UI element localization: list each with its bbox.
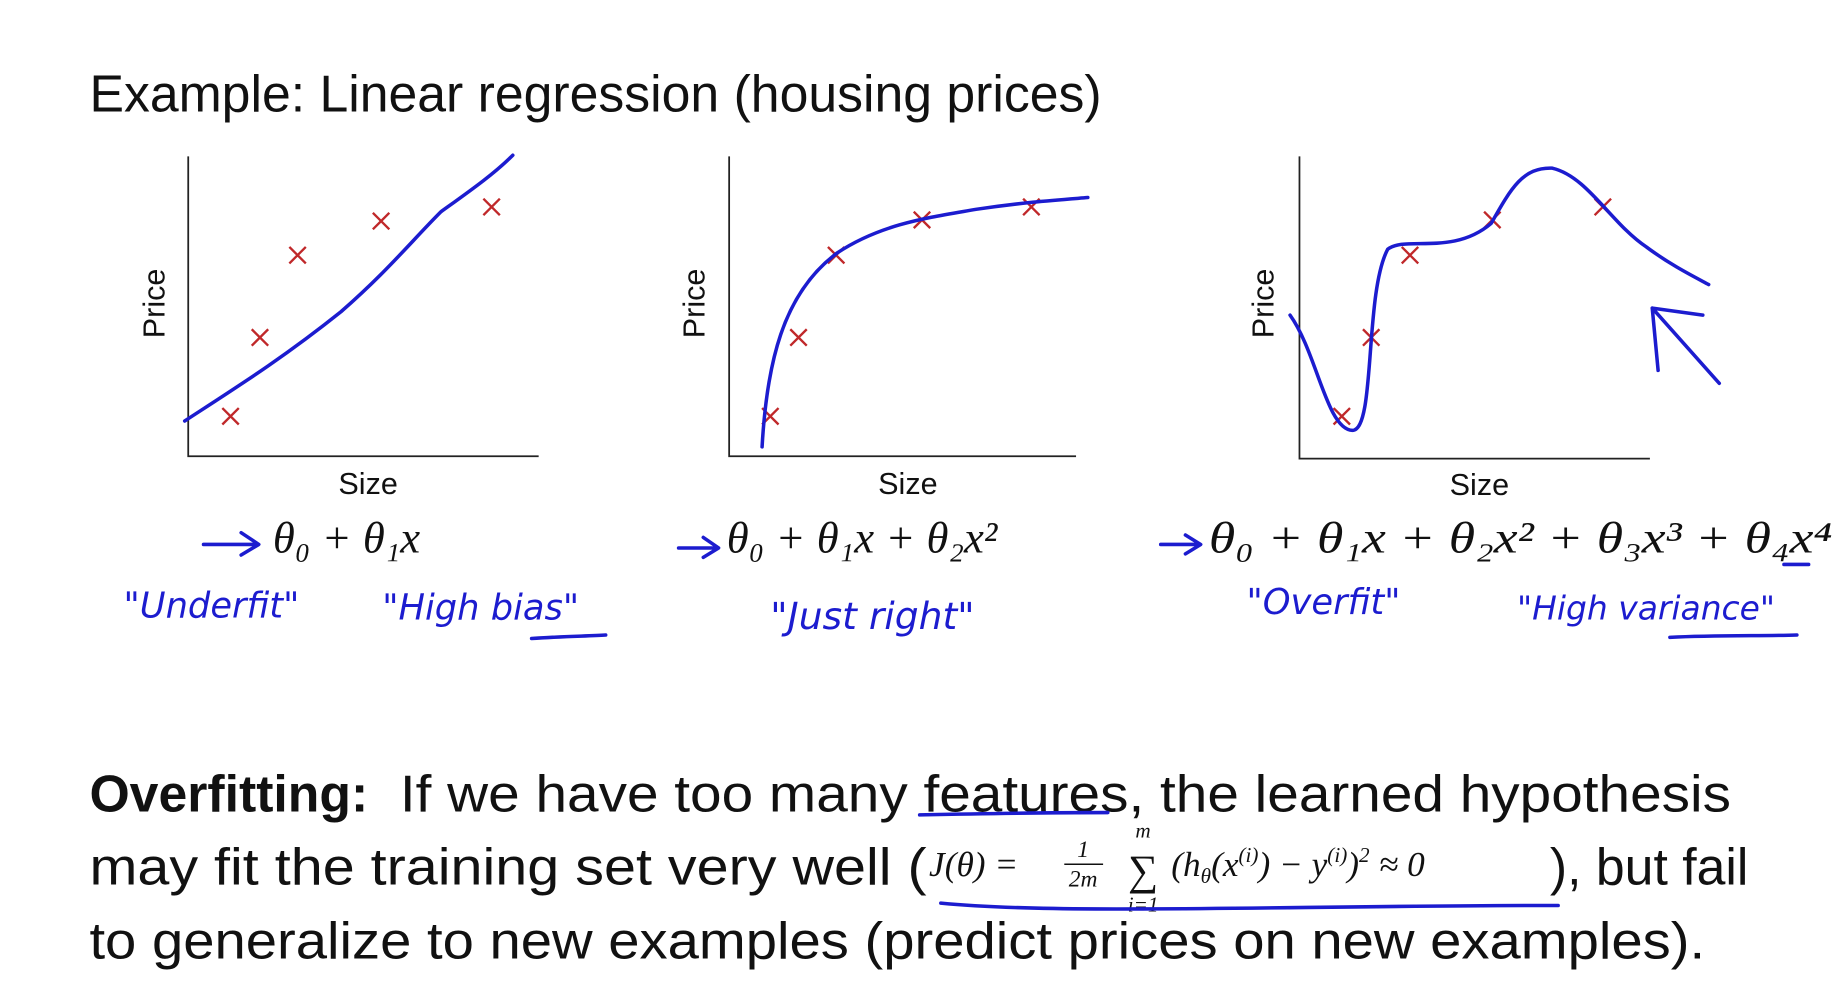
- axes: [187, 156, 539, 458]
- note: "Just right": [770, 594, 974, 638]
- fit-curve: [1288, 166, 1711, 433]
- fit-curve: [182, 153, 515, 423]
- note: "Overfit": [1247, 582, 1401, 623]
- hypothesis: θ₀ + θ₁x + θ₂x² + θ₃x³ + θ₄x⁴: [1209, 513, 1832, 563]
- line: may fit the training set very well (: [89, 837, 926, 895]
- note: "High bias": [382, 588, 579, 629]
- y-label: Price: [1247, 269, 1281, 339]
- x-label: Size: [1450, 468, 1509, 502]
- note: "High variance": [1517, 589, 1775, 628]
- term: Overfitting:: [89, 764, 368, 822]
- data-crosses: [221, 197, 501, 426]
- arrow: [201, 530, 261, 557]
- term: (x: [1211, 845, 1239, 884]
- arrow: [1650, 306, 1722, 386]
- superscript: (i): [1327, 843, 1347, 867]
- x-label: Size: [338, 467, 397, 501]
- panel: Price Size θ₀ + θ₁x + θ₂x² + θ₃x³ + θ₄x⁴…: [1158, 156, 1832, 640]
- sum-upper: m: [1135, 818, 1150, 842]
- underline: [917, 810, 1110, 817]
- subscript: θ: [1201, 864, 1211, 888]
- hypothesis: θ₀ + θ₁x + θ₂x²: [727, 513, 998, 563]
- formula-lhs: J(θ) =: [929, 845, 1018, 884]
- term: ≈ 0: [1379, 845, 1425, 884]
- underline: [939, 901, 1560, 911]
- term: ) − y: [1256, 845, 1327, 884]
- slide-title: Example: Linear regression (housing pric…: [89, 65, 1101, 123]
- superscript: 2: [1359, 843, 1370, 867]
- formula-body: (hθ(x(i)) − y(i))2 ≈ 0: [1171, 843, 1425, 888]
- formula: J(θ) = 1 2m ∑ m i=1 (hθ(x(i)) − y(i))2 ≈ …: [929, 818, 1425, 916]
- hypothesis: θ₀ + θ₁x: [273, 513, 420, 563]
- arrow: [1158, 533, 1203, 556]
- x-label: Size: [878, 467, 937, 501]
- y-label: Price: [677, 269, 711, 339]
- line: to generalize to new examples (predict p…: [89, 911, 1705, 969]
- arrow: [676, 535, 721, 560]
- panel: Price Size θ₀ + θ₁x "Underfit" "High bia…: [124, 153, 608, 641]
- numerator: 1: [1077, 837, 1089, 863]
- data-crosses: [761, 197, 1041, 426]
- superscript: (i): [1238, 843, 1258, 867]
- panel: Price Size θ₀ + θ₁x + θ₂x² "Just right": [676, 156, 1090, 638]
- note: "Underfit": [124, 585, 300, 626]
- denominator: 2m: [1069, 867, 1098, 893]
- line: ), but fail: [1550, 837, 1748, 895]
- sum-sign: ∑: [1128, 847, 1158, 894]
- term: ): [1345, 845, 1359, 884]
- axes: [728, 156, 1077, 458]
- fit-curve: [760, 195, 1090, 449]
- y-label: Price: [138, 269, 172, 339]
- term: (h: [1171, 845, 1200, 884]
- underline: [1668, 633, 1799, 640]
- paragraph: Overfitting: If we have too many feature…: [89, 764, 1748, 969]
- underline: [529, 633, 608, 641]
- axes: [1298, 156, 1650, 460]
